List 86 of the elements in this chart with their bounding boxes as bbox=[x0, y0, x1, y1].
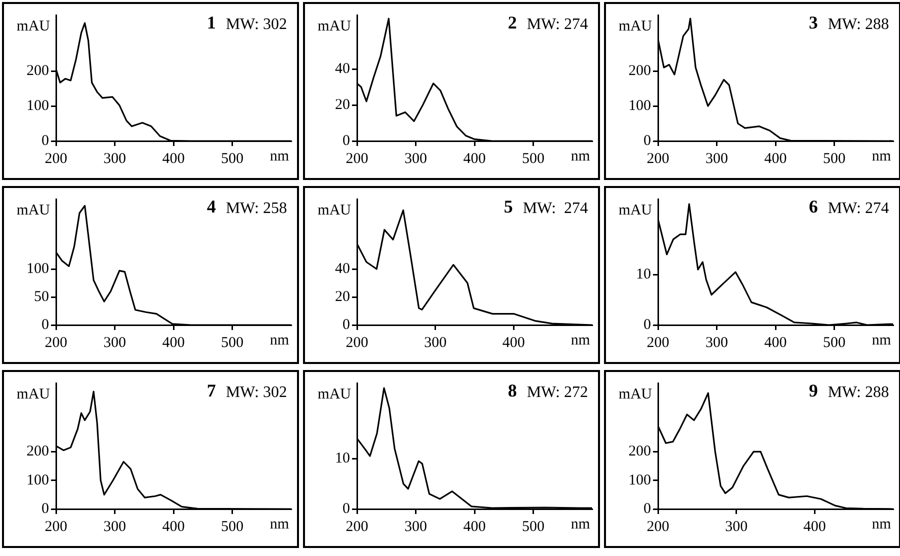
x-tick-label: 400 bbox=[162, 150, 185, 167]
annotation: MW: 302 bbox=[226, 384, 287, 402]
x-axis-title: nm bbox=[570, 148, 590, 164]
chart-title: 3 bbox=[808, 12, 818, 33]
x-axis-title: nm bbox=[570, 516, 590, 532]
y-axis-title: mAU bbox=[318, 386, 352, 402]
y-tick-label: 200 bbox=[26, 444, 49, 460]
x-axis-title: nm bbox=[872, 148, 892, 164]
annotation: MW: 274 bbox=[828, 200, 889, 218]
y-tick-label: 0 bbox=[342, 500, 350, 517]
y-tick-label: 0 bbox=[644, 132, 651, 149]
chart-title: 2 bbox=[508, 12, 517, 33]
y-tick-label: 0 bbox=[644, 316, 651, 333]
annotation: MW: 274 bbox=[526, 16, 588, 34]
y-axis-title: mAU bbox=[618, 386, 652, 402]
y-tick-label: 10 bbox=[636, 266, 651, 283]
y-axis-title: mAU bbox=[16, 386, 50, 402]
x-tick-label: 300 bbox=[404, 518, 427, 535]
x-tick-label: 400 bbox=[764, 334, 787, 351]
y-tick-label: 50 bbox=[34, 288, 49, 305]
y-tick-label: 100 bbox=[628, 472, 651, 488]
y-tick-label: 100 bbox=[628, 98, 651, 114]
x-tick-label: 300 bbox=[104, 518, 126, 535]
y-tick-label: 0 bbox=[644, 500, 651, 517]
chart-title: 8 bbox=[508, 380, 517, 401]
annotation: MW: 272 bbox=[526, 384, 588, 402]
x-tick-label: 400 bbox=[162, 518, 185, 535]
y-axis-title: mAU bbox=[318, 202, 352, 218]
annotation: MW: 274 bbox=[522, 200, 588, 218]
x-tick-label: 500 bbox=[221, 150, 244, 167]
x-tick-label: 400 bbox=[803, 518, 826, 535]
y-tick-label: 200 bbox=[628, 62, 651, 79]
chart-title: 9 bbox=[808, 380, 818, 401]
y-tick-label: 20 bbox=[335, 96, 350, 113]
chart-title: 4 bbox=[206, 196, 216, 217]
x-axis-title: nm bbox=[270, 516, 290, 532]
x-tick-label: 400 bbox=[764, 150, 787, 167]
x-tick-label: 300 bbox=[725, 518, 748, 535]
x-tick-label: 300 bbox=[404, 150, 427, 167]
x-tick-label: 300 bbox=[104, 150, 126, 167]
chart-title: 7 bbox=[206, 380, 216, 401]
annotation: MW: 258 bbox=[226, 200, 287, 218]
y-tick-label: 100 bbox=[26, 98, 49, 114]
x-tick-label: 400 bbox=[162, 334, 185, 351]
x-tick-label: 500 bbox=[823, 150, 846, 167]
y-axis-title: mAU bbox=[618, 18, 652, 34]
y-tick-label: 20 bbox=[335, 288, 350, 305]
x-tick-label: 300 bbox=[104, 334, 126, 351]
x-tick-label: 500 bbox=[221, 518, 244, 535]
x-tick-label: 300 bbox=[706, 334, 728, 351]
y-axis-title: mAU bbox=[16, 202, 50, 218]
chart-title: 5 bbox=[504, 196, 513, 217]
x-axis-title: nm bbox=[872, 516, 892, 532]
y-tick-label: 0 bbox=[342, 316, 350, 333]
y-axis-title: mAU bbox=[16, 18, 50, 34]
x-tick-label: 500 bbox=[522, 518, 544, 535]
y-tick-label: 200 bbox=[26, 62, 49, 79]
y-tick-label: 10 bbox=[335, 450, 350, 467]
x-axis-title: nm bbox=[570, 332, 590, 348]
x-tick-label: 300 bbox=[706, 150, 728, 167]
x-axis-title: nm bbox=[270, 332, 290, 348]
chart-title: 1 bbox=[206, 12, 216, 33]
y-tick-label: 200 bbox=[628, 444, 651, 460]
y-tick-label: 100 bbox=[26, 260, 49, 277]
y-tick-label: 40 bbox=[335, 260, 350, 277]
x-tick-label: 400 bbox=[502, 334, 525, 351]
y-tick-label: 0 bbox=[342, 132, 350, 149]
y-tick-label: 40 bbox=[335, 60, 350, 77]
y-tick-label: 0 bbox=[42, 500, 49, 517]
y-tick-label: 0 bbox=[42, 132, 49, 149]
y-axis-title: mAU bbox=[618, 202, 652, 218]
annotation: MW: 288 bbox=[828, 16, 889, 34]
x-tick-label: 500 bbox=[823, 334, 846, 351]
annotation: MW: 288 bbox=[828, 384, 889, 402]
y-tick-label: 100 bbox=[26, 472, 49, 488]
x-axis-title: nm bbox=[270, 148, 290, 164]
x-tick-label: 400 bbox=[463, 518, 486, 535]
chart-title: 6 bbox=[808, 196, 818, 217]
x-tick-label: 500 bbox=[221, 334, 244, 351]
x-axis-title: nm bbox=[872, 332, 892, 348]
y-axis-title: mAU bbox=[318, 18, 352, 34]
x-tick-label: 400 bbox=[463, 150, 486, 167]
y-tick-label: 0 bbox=[42, 316, 49, 333]
annotation: MW: 302 bbox=[226, 16, 287, 34]
x-tick-label: 500 bbox=[522, 150, 544, 167]
x-tick-label: 300 bbox=[424, 334, 447, 351]
